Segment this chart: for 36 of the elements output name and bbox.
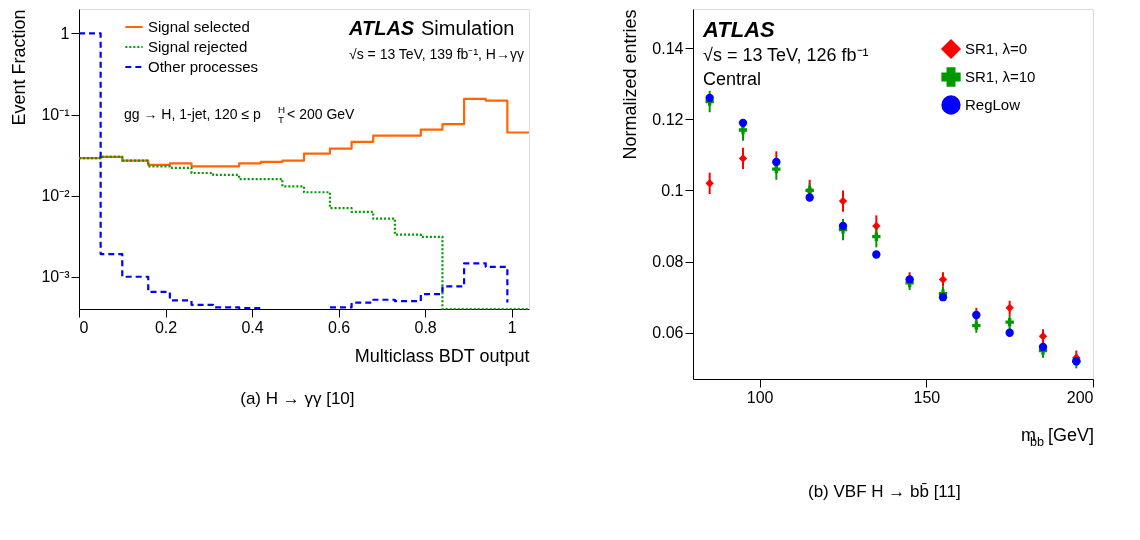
annotation: √s = 13 TeV, 126 fb⁻¹ — [703, 45, 869, 65]
x-axis-title: mbb [GeV] — [1021, 425, 1095, 450]
x-tick-label: 150 — [913, 388, 941, 406]
x-tick-label: 0 — [79, 318, 89, 336]
y-tick-label: 10⁻² — [41, 187, 71, 205]
x-tick-label: 0.4 — [241, 318, 264, 336]
x-tick-label: 0.2 — [154, 318, 178, 336]
text: (a) H → γγ [10] — [240, 389, 355, 408]
y-tick-label: 0.14 — [652, 39, 684, 57]
y-tick-label: 0.1 — [661, 181, 684, 199]
y-axis-title: Normalized entries — [620, 9, 641, 160]
x-tick-label: 200 — [1066, 388, 1094, 406]
legend-label: Signal rejected — [148, 38, 248, 55]
x-tick-label: 1 — [507, 318, 517, 336]
y-tick-label: 1 — [60, 24, 70, 42]
legend-label: SR1, λ=0 — [965, 40, 1028, 57]
x-tick-label: 100 — [746, 388, 774, 406]
y-tick-label: 10⁻¹ — [41, 106, 70, 124]
legend-label: Signal selected — [148, 18, 250, 35]
text: (b) VBF H → bb̄ [11] — [808, 482, 961, 501]
annotation: ATLAS — [702, 17, 776, 42]
annotation: √s = 13 TeV, 139 fb⁻¹, H→γγ — [349, 46, 524, 62]
y-tick-label: 0.08 — [652, 253, 684, 271]
legend-label: SR1, λ=10 — [965, 68, 1036, 85]
annotation: Central — [703, 69, 762, 89]
annotation: Simulation — [421, 17, 515, 39]
x-axis-title: Multiclass BDT output — [354, 345, 530, 366]
x-tick-label: 0.6 — [327, 318, 351, 336]
y-axis-title: Event Fraction — [9, 9, 30, 126]
x-tick-label: 0.8 — [414, 318, 437, 336]
legend-label: Other processes — [148, 58, 259, 75]
y-tick-label: 0.06 — [652, 324, 684, 342]
y-tick-label: 0.12 — [652, 110, 684, 128]
legend-label: RegLow — [965, 96, 1021, 113]
y-tick-label: 10⁻³ — [41, 268, 71, 286]
annotation: ATLAS — [348, 17, 415, 39]
